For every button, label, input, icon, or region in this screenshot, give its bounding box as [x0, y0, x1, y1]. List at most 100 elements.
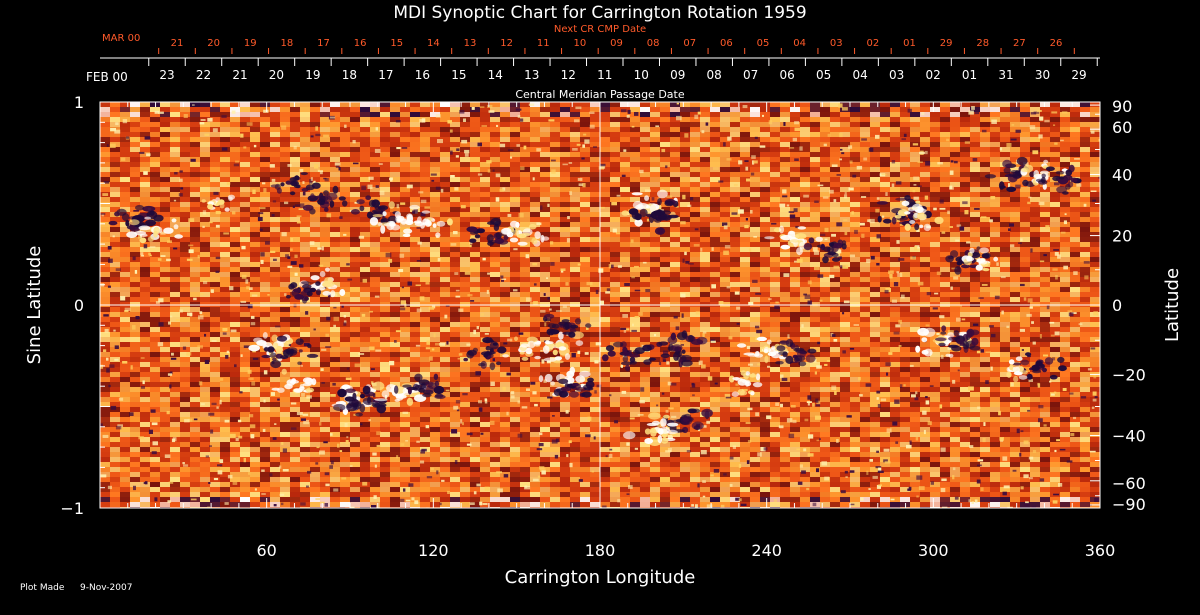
heatmap-cell: [940, 242, 950, 247]
heatmap-cell: [980, 122, 990, 127]
heatmap-cell: [290, 127, 300, 132]
heatmap-cell: [590, 222, 600, 227]
heatmap-cell: [780, 102, 790, 107]
heatmap-cell: [610, 292, 620, 297]
heatmap-cell: [260, 247, 270, 252]
heatmap-cell: [740, 217, 750, 222]
heatmap-cell: [490, 327, 500, 332]
heatmap-cell: [420, 102, 430, 107]
heatmap-cell: [330, 142, 340, 147]
heatmap-cell: [620, 127, 630, 132]
heatmap-cell: [940, 107, 950, 112]
heatmap-cell: [130, 137, 140, 142]
heatmap-cell: [580, 122, 590, 127]
heatmap-cell: [990, 327, 1000, 332]
heatmap-cell: [680, 172, 690, 177]
heatmap-cell: [330, 237, 340, 242]
heatmap-cell: [790, 182, 800, 187]
heatmap-cell: [200, 247, 210, 252]
heatmap-cell: [1010, 272, 1020, 277]
heatmap-cell: [270, 292, 280, 297]
heatmap-cell: [520, 307, 530, 312]
heatmap-cell: [210, 322, 220, 327]
heatmap-cell: [470, 342, 480, 347]
heatmap-cell: [590, 172, 600, 177]
heatmap-cell: [370, 252, 380, 257]
heatmap-cell: [880, 247, 890, 252]
heatmap-cell: [910, 232, 920, 237]
heatmap-cell: [640, 292, 650, 297]
heatmap-cell: [110, 152, 120, 157]
heatmap-cell: [1090, 217, 1100, 222]
heatmap-cell: [670, 187, 680, 192]
heatmap-cell: [620, 102, 630, 107]
heatmap-cell: [210, 177, 220, 182]
heatmap-cell: [470, 182, 480, 187]
heatmap-cell: [230, 177, 240, 182]
heatmap-cell: [720, 217, 730, 222]
heatmap-cell: [470, 262, 480, 267]
heatmap-cell: [830, 327, 840, 332]
heatmap-cell: [1080, 167, 1090, 172]
heatmap-cell: [350, 242, 360, 247]
heatmap-cell: [230, 147, 240, 152]
heatmap-cell: [920, 187, 930, 192]
heatmap-cell: [500, 292, 510, 297]
heatmap-cell: [720, 107, 730, 112]
heatmap-cell: [1020, 322, 1030, 327]
heatmap-cell: [950, 117, 960, 122]
heatmap-cell: [860, 177, 870, 182]
heatmap-cell: [620, 232, 630, 237]
heatmap-cell: [120, 192, 130, 197]
heatmap-cell: [270, 117, 280, 122]
heatmap-cell: [140, 287, 150, 292]
heatmap-cell: [520, 127, 530, 132]
heatmap-plot: [100, 102, 1104, 512]
heatmap-cell: [990, 317, 1000, 322]
heatmap-cell: [500, 197, 510, 202]
heatmap-cell: [1020, 122, 1030, 127]
heatmap-cell: [870, 317, 880, 322]
heatmap-cell: [630, 292, 640, 297]
heatmap-cell: [740, 272, 750, 277]
heatmap-cell: [100, 202, 110, 207]
heatmap-cell: [620, 162, 630, 167]
heatmap-cell: [530, 217, 540, 222]
heatmap-cell: [630, 242, 640, 247]
heatmap-cell: [410, 277, 420, 282]
heatmap-cell: [940, 102, 950, 107]
heatmap-cell: [600, 257, 610, 262]
heatmap-cell: [670, 262, 680, 267]
heatmap-cell: [110, 317, 120, 322]
heatmap-cell: [790, 102, 800, 107]
heatmap-cell: [100, 172, 110, 177]
heatmap-cell: [100, 307, 110, 312]
heatmap-cell: [630, 272, 640, 277]
heatmap-cell: [690, 257, 700, 262]
heatmap-cell: [980, 212, 990, 217]
heatmap-cell: [1030, 102, 1040, 107]
heatmap-cell: [880, 312, 890, 317]
heatmap-cell: [330, 212, 340, 217]
heatmap-cell: [940, 262, 950, 267]
heatmap-cell: [500, 102, 510, 107]
heatmap-cell: [770, 277, 780, 282]
heatmap-cell: [450, 262, 460, 267]
heatmap-cell: [960, 182, 970, 187]
heatmap-cell: [970, 197, 980, 202]
heatmap-cell: [120, 102, 130, 107]
heatmap-cell: [380, 172, 390, 177]
heatmap-cell: [650, 242, 660, 247]
heatmap-cell: [620, 222, 630, 227]
heatmap-cell: [440, 207, 450, 212]
heatmap-cell: [700, 142, 710, 147]
heatmap-cell: [550, 147, 560, 152]
heatmap-cell: [600, 152, 610, 157]
heatmap-cell: [720, 132, 730, 137]
heatmap-cell: [510, 162, 520, 167]
heatmap-cell: [810, 147, 820, 152]
heatmap-cell: [470, 247, 480, 252]
heatmap-cell: [1060, 297, 1070, 302]
heatmap-cell: [940, 287, 950, 292]
heatmap-cell: [260, 102, 270, 107]
